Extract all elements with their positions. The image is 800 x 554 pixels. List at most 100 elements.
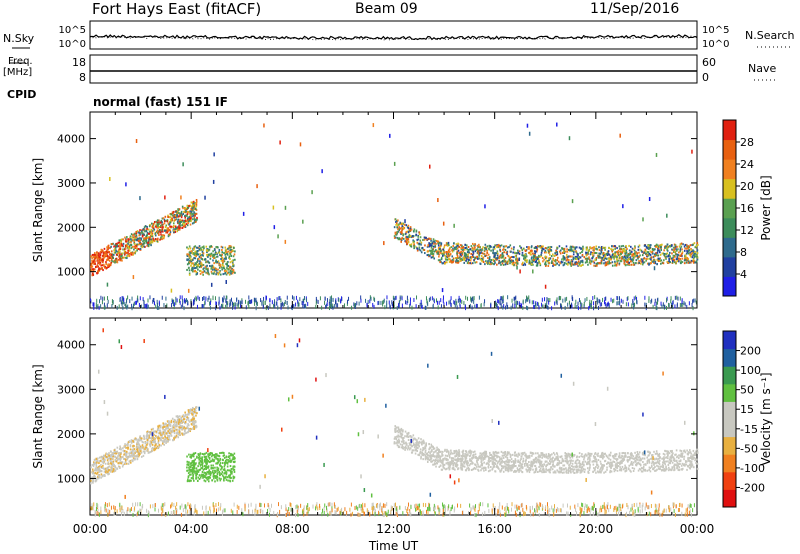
range-cell <box>538 260 540 263</box>
range-cell <box>218 270 221 273</box>
range-cell <box>208 248 211 251</box>
range-cell <box>185 299 187 304</box>
range-cell <box>666 252 669 255</box>
range-cell <box>500 260 503 263</box>
range-cell <box>98 255 101 258</box>
range-cell <box>93 302 95 307</box>
range-cell <box>500 296 502 301</box>
range-cell <box>273 302 275 307</box>
range-cell <box>535 250 537 253</box>
range-cell <box>574 303 576 308</box>
range-cell <box>207 297 209 302</box>
range-cell <box>429 254 431 257</box>
range-cell <box>607 252 609 255</box>
range-cell <box>532 269 534 274</box>
range-cell <box>165 296 167 301</box>
range-cell <box>540 251 543 254</box>
range-cell <box>627 296 629 301</box>
range-cell <box>521 263 523 266</box>
range-cell <box>179 300 181 305</box>
range-cell <box>179 223 181 226</box>
range-cell <box>581 251 583 254</box>
range-cell <box>315 304 317 309</box>
range-cell <box>469 303 471 308</box>
range-cell <box>161 432 164 435</box>
range-cell <box>206 253 208 256</box>
range-cell <box>501 252 504 255</box>
range-cell <box>509 244 512 247</box>
range-cell <box>99 459 102 462</box>
range-cell <box>225 298 227 303</box>
range-cell <box>102 457 105 460</box>
range-cell <box>525 255 528 258</box>
range-cell <box>167 438 169 441</box>
range-cell <box>542 248 545 251</box>
range-cell <box>197 265 200 268</box>
range-cell <box>360 298 362 303</box>
range-cell <box>608 260 610 263</box>
range-cell <box>321 169 323 174</box>
range-cell <box>111 464 114 467</box>
range-cell <box>407 226 410 229</box>
range-cell <box>186 213 189 216</box>
range-cell <box>463 252 466 255</box>
range-cell <box>335 300 337 305</box>
range-cell <box>302 304 304 309</box>
range-cell <box>571 199 574 204</box>
range-cell <box>233 253 236 256</box>
range-cell <box>138 450 141 453</box>
range-cell <box>563 248 565 251</box>
range-cell <box>181 295 183 300</box>
range-cell <box>187 218 189 221</box>
range-cell <box>230 301 232 306</box>
range-cell <box>595 256 598 259</box>
range-cell <box>576 304 578 309</box>
range-cell <box>437 242 440 245</box>
range-cell <box>657 254 660 257</box>
range-cell <box>447 244 450 247</box>
range-cell <box>230 270 232 273</box>
freq-label: Freq. <box>8 56 33 67</box>
range-cell <box>153 436 155 439</box>
range-cell <box>232 456 234 459</box>
range-cell <box>650 260 653 263</box>
range-cell <box>502 260 504 263</box>
range-cell <box>91 476 93 479</box>
range-cell <box>111 304 113 309</box>
range-cell <box>625 260 628 263</box>
range-cell <box>113 465 116 468</box>
range-cell <box>326 298 328 303</box>
range-cell <box>173 432 176 435</box>
range-cell <box>168 234 171 237</box>
range-cell <box>614 245 616 248</box>
range-cell <box>497 299 499 304</box>
range-cell <box>151 447 153 450</box>
range-cell <box>111 259 113 262</box>
range-cell <box>96 460 99 463</box>
range-cell <box>190 259 192 262</box>
range-cell <box>554 258 557 261</box>
range-cell <box>589 260 591 263</box>
range-cell <box>156 229 159 232</box>
range-cell <box>522 299 524 304</box>
range-cell <box>183 206 186 209</box>
range-cell <box>550 255 553 258</box>
range-cell <box>696 258 699 261</box>
range-cell <box>147 241 149 244</box>
range-cell <box>549 253 551 256</box>
range-cell <box>110 245 112 248</box>
range-cell <box>495 301 497 306</box>
range-cell <box>632 252 635 255</box>
range-cell <box>152 299 154 304</box>
range-cell <box>458 252 461 255</box>
range-cell <box>146 443 148 446</box>
range-cell <box>156 299 158 304</box>
range-cell <box>356 301 358 306</box>
range-cell <box>149 224 151 227</box>
range-cell <box>507 304 509 309</box>
range-cell <box>455 246 458 249</box>
range-cell <box>442 248 445 251</box>
range-cell <box>688 253 691 256</box>
range-cell <box>169 232 171 235</box>
range-cell <box>624 252 626 255</box>
